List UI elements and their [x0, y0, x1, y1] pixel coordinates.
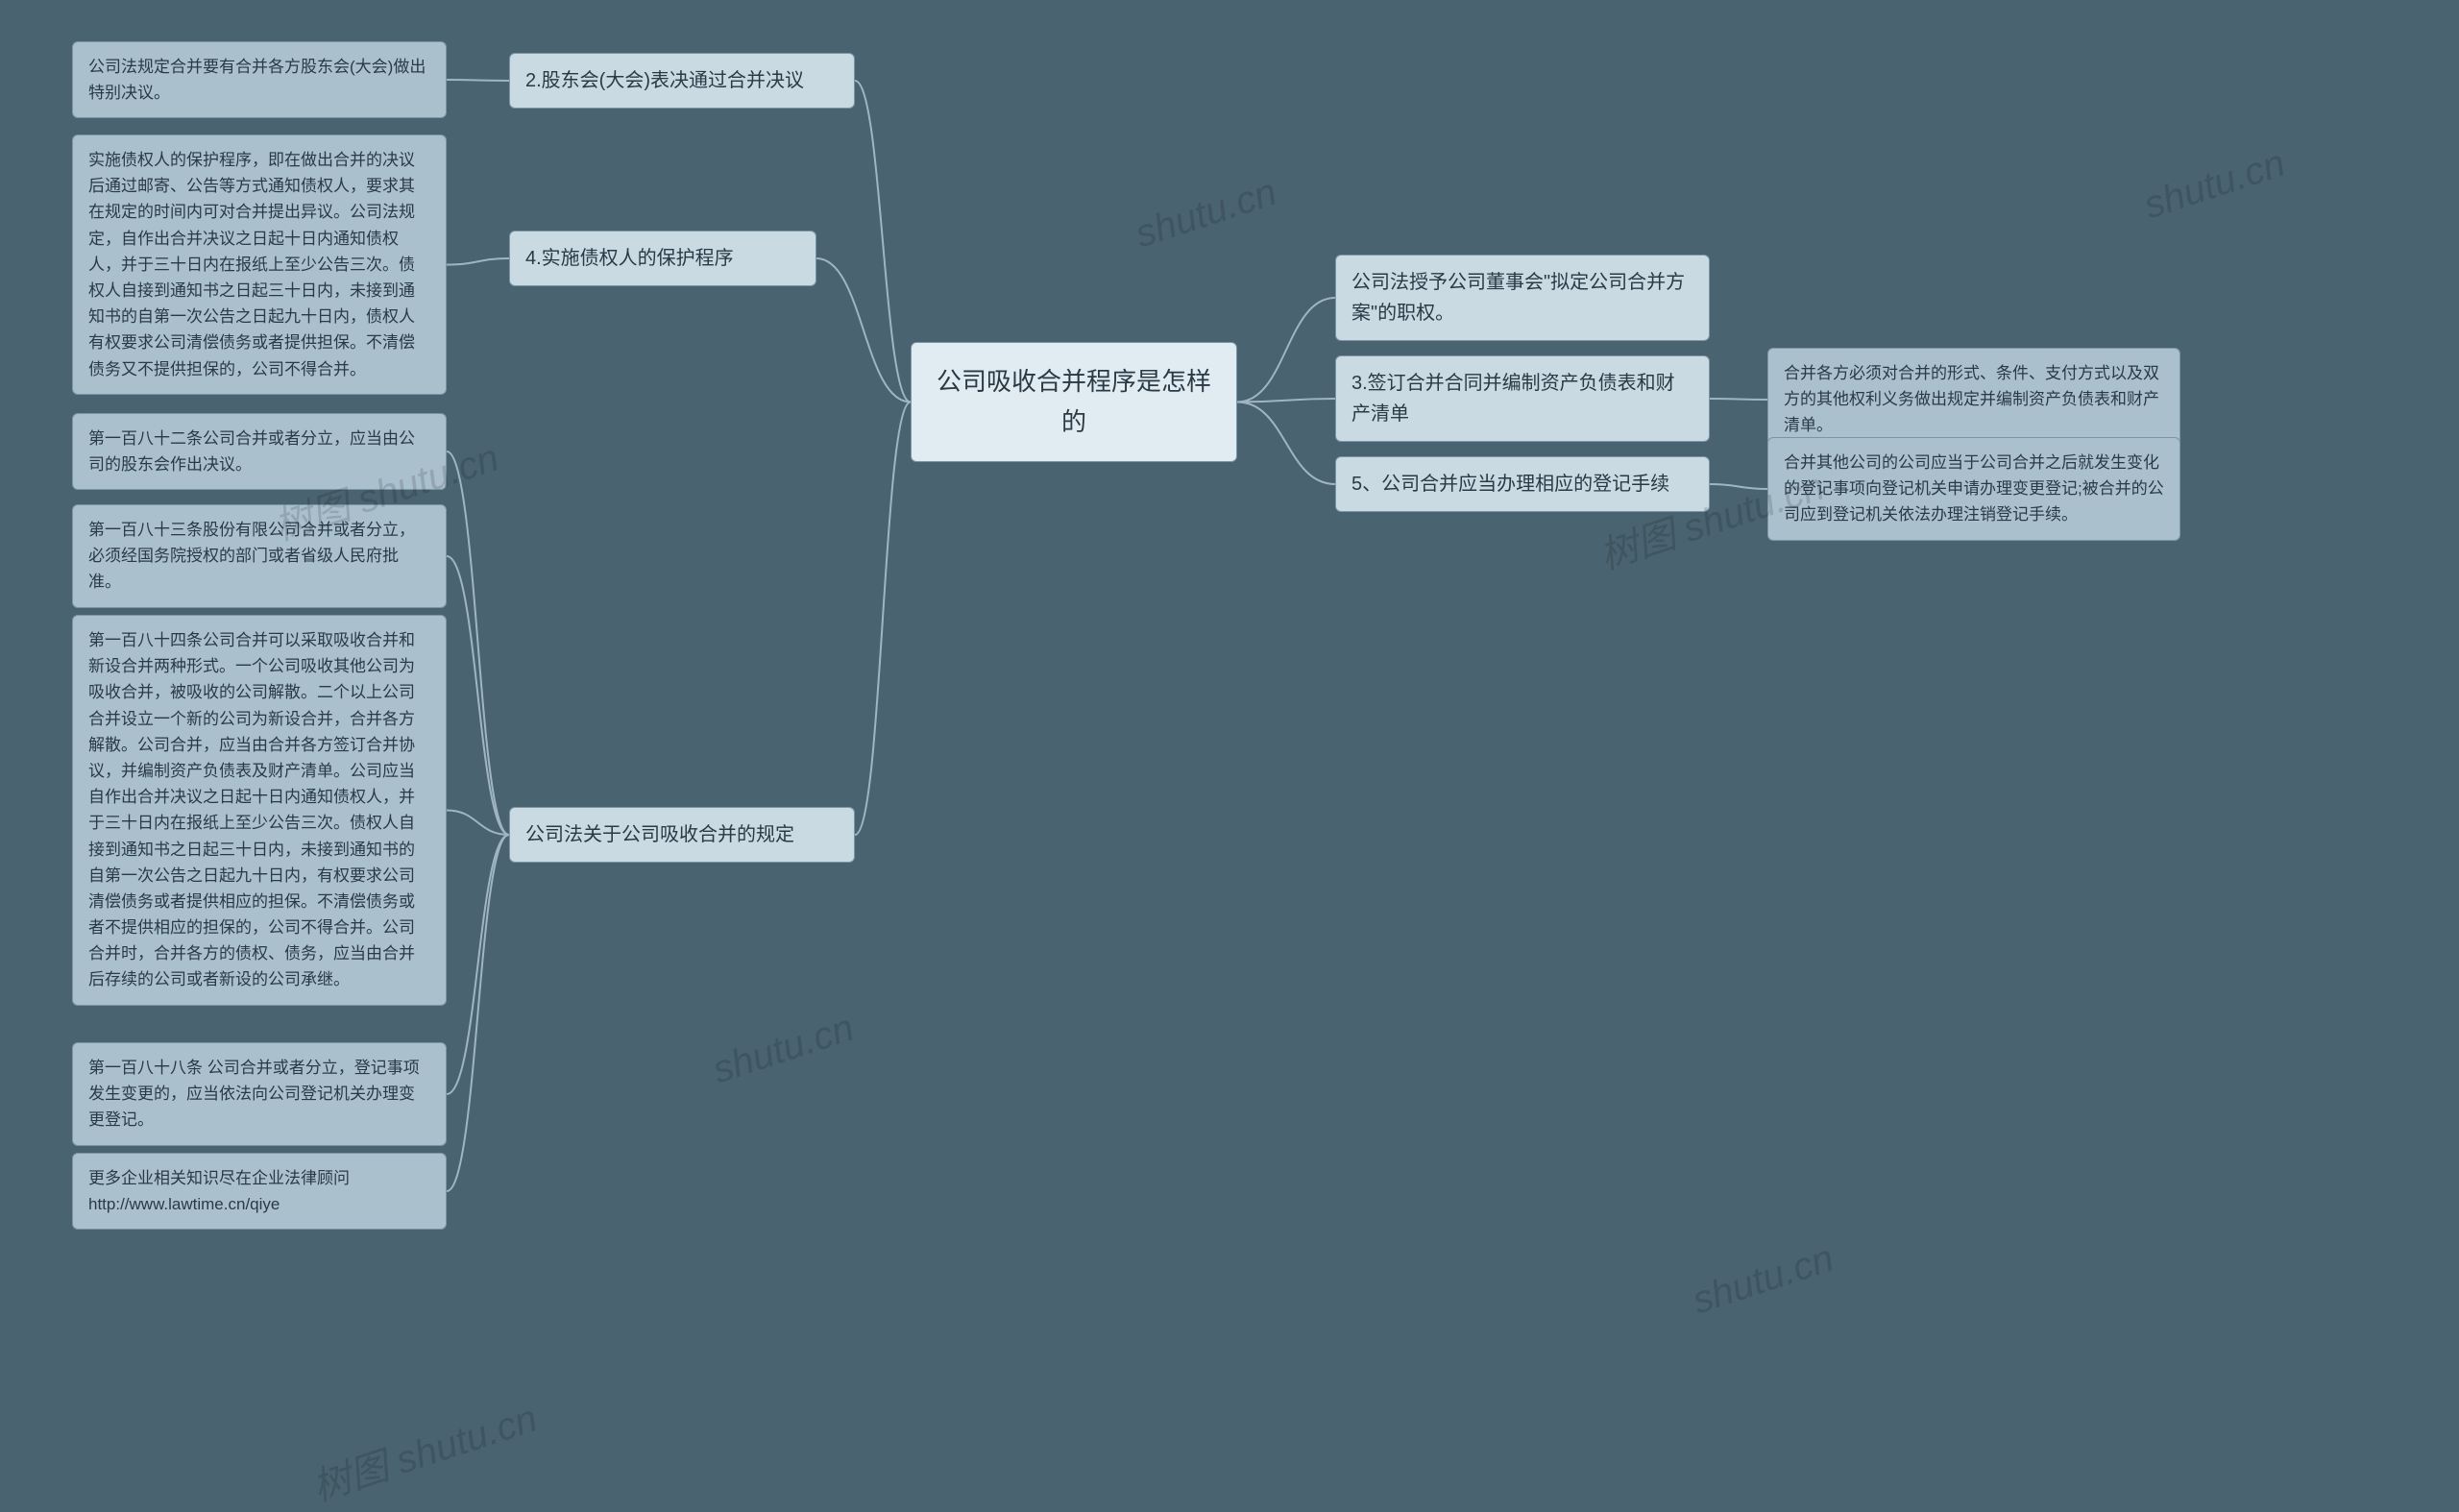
leaf-right-1-0: 合并各方必须对合并的形式、条件、支付方式以及双方的其他权利义务做出规定并编制资产…	[1767, 348, 2180, 451]
leaf-right-2-0: 合并其他公司的公司应当于公司合并之后就发生变化的登记事项向登记机关申请办理变更登…	[1767, 437, 2180, 541]
branch-right-1: 3.签订合并合同并编制资产负债表和财产清单	[1335, 355, 1710, 442]
leaf-left-0-0: 公司法规定合并要有合并各方股东会(大会)做出特别决议。	[72, 41, 447, 118]
leaf-left-2-2: 第一百八十四条公司合并可以采取吸收合并和新设合并两种形式。一个公司吸收其他公司为…	[72, 615, 447, 1006]
watermark: shutu.cn	[708, 1007, 860, 1093]
watermark: shutu.cn	[1131, 171, 1282, 257]
watermark: 树图 shutu.cn	[304, 1387, 543, 1512]
branch-left-1: 4.实施债权人的保护程序	[509, 231, 816, 286]
leaf-left-2-4: 更多企业相关知识尽在企业法律顾问http://www.lawtime.cn/qi…	[72, 1153, 447, 1230]
leaf-left-1-0: 实施债权人的保护程序，即在做出合并的决议后通过邮寄、公告等方式通知债权人，要求其…	[72, 134, 447, 395]
branch-right-2: 5、公司合并应当办理相应的登记手续	[1335, 456, 1710, 512]
branch-left-2: 公司法关于公司吸收合并的规定	[509, 807, 855, 863]
watermark: shutu.cn	[1688, 1237, 1839, 1324]
branch-left-0: 2.股东会(大会)表决通过合并决议	[509, 53, 855, 109]
leaf-left-2-3: 第一百八十八条 公司合并或者分立，登记事项发生变更的，应当依法向公司登记机关办理…	[72, 1042, 447, 1146]
center-node: 公司吸收合并程序是怎样的	[911, 342, 1237, 462]
leaf-left-2-1: 第一百八十三条股份有限公司合并或者分立，必须经国务院授权的部门或者省级人民府批准…	[72, 504, 447, 608]
branch-right-0: 公司法授予公司董事会"拟定公司合并方案"的职权。	[1335, 255, 1710, 341]
watermark: shutu.cn	[2139, 142, 2291, 229]
leaf-left-2-0: 第一百八十二条公司合并或者分立，应当由公司的股东会作出决议。	[72, 413, 447, 490]
